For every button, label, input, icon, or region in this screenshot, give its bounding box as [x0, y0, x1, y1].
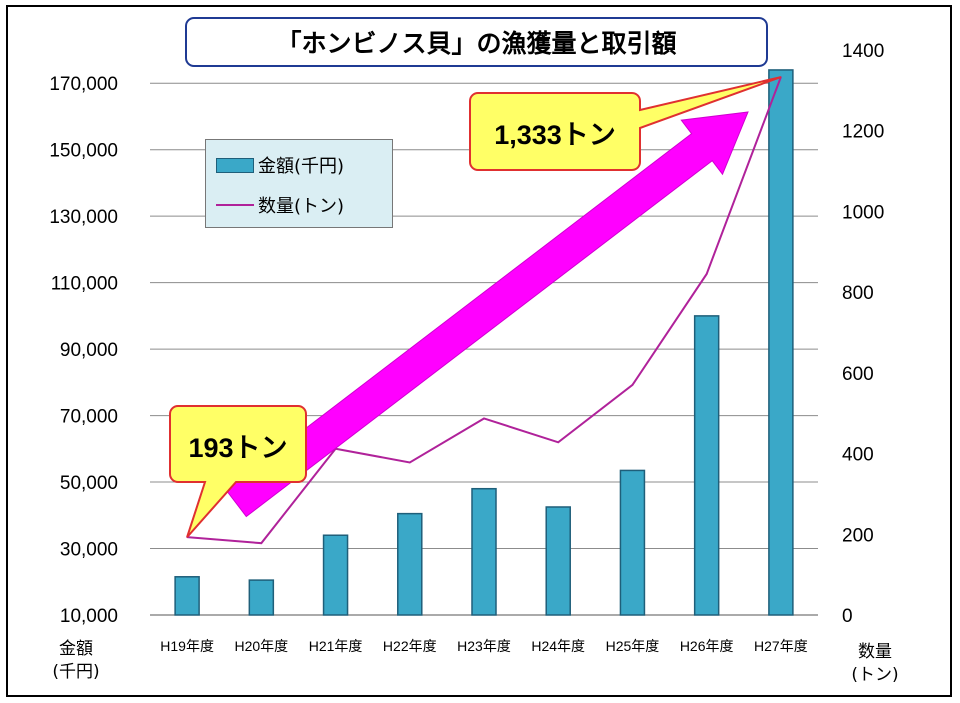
- right-tick-label: 200: [842, 525, 874, 546]
- right-axis-title: 数量 (トン): [840, 641, 910, 687]
- quantity-point: [260, 542, 263, 544]
- left-tick-label: 130,000: [49, 207, 118, 228]
- x-tick-label: H25年度: [606, 638, 660, 654]
- right-tick-label: 600: [842, 364, 874, 385]
- left-axis-title-top: 金額: [59, 639, 93, 659]
- bar-H21年度: [322, 534, 349, 616]
- left-axis-title-bottom: (千円): [52, 662, 100, 682]
- legend: 金額(千円) 数量(トン): [205, 139, 393, 228]
- bar-H27年度: [768, 69, 794, 616]
- x-tick-label: H26年度: [680, 638, 734, 654]
- callout-first-year-label: 193トン: [188, 433, 287, 463]
- right-tick-label: 1000: [842, 202, 884, 223]
- x-tick-label: H23年度: [457, 638, 511, 654]
- bar-H24年度: [545, 506, 571, 616]
- x-tick-label: H22年度: [383, 638, 437, 654]
- left-tick-label: 70,000: [60, 407, 118, 428]
- callout-last-year-label: 1,333トン: [494, 120, 616, 150]
- right-tick-label: 1200: [842, 122, 884, 143]
- callout-last-year: [469, 76, 782, 171]
- quantity-point: [705, 273, 708, 275]
- left-tick-label: 150,000: [49, 141, 118, 162]
- legend-bar-swatch: [216, 157, 254, 173]
- quantity-point: [557, 441, 560, 444]
- bar-H23年度: [471, 487, 497, 616]
- legend-item-quantity: 数量(トン): [216, 192, 344, 218]
- left-axis-title: 金額 (千円): [45, 638, 107, 684]
- legend-item-amount: 金額(千円): [216, 152, 344, 178]
- right-tick-label: 0: [842, 606, 853, 627]
- right-axis-title-top: 数量: [858, 642, 892, 662]
- left-tick-label: 30,000: [60, 540, 118, 561]
- right-tick-label: 1400: [842, 41, 884, 62]
- bar-H20年度: [248, 579, 275, 616]
- bar-H26年度: [693, 315, 720, 616]
- x-tick-label: H20年度: [234, 638, 288, 654]
- x-tick-label: H24年度: [531, 638, 585, 654]
- right-axis-title-bottom: (トン): [851, 665, 899, 685]
- quantity-point: [631, 384, 634, 386]
- left-tick-label: 170,000: [49, 74, 118, 95]
- x-tick-label: H27年度: [754, 638, 808, 654]
- legend-line-swatch: [216, 204, 254, 206]
- x-tick-label: H21年度: [309, 638, 363, 654]
- right-tick-label: 800: [842, 283, 874, 304]
- bar-H22年度: [397, 512, 423, 616]
- quantity-point: [408, 461, 411, 464]
- left-tick-label: 50,000: [60, 473, 118, 494]
- legend-label-amount: 金額(千円): [258, 156, 345, 177]
- right-tick-label: 400: [842, 445, 874, 466]
- legend-label-quantity: 数量(トン): [258, 196, 345, 217]
- quantity-point: [483, 417, 485, 420]
- callout-first-year: [169, 405, 307, 538]
- bar-H25年度: [619, 469, 646, 616]
- chart-title: 「ホンビノス貝」の漁獲量と取引額: [185, 17, 768, 67]
- x-tick-label: H19年度: [160, 638, 214, 654]
- bar-H19年度: [174, 576, 200, 616]
- left-tick-label: 110,000: [51, 274, 118, 295]
- left-tick-label: 10,000: [60, 606, 118, 627]
- left-tick-label: 90,000: [60, 340, 118, 361]
